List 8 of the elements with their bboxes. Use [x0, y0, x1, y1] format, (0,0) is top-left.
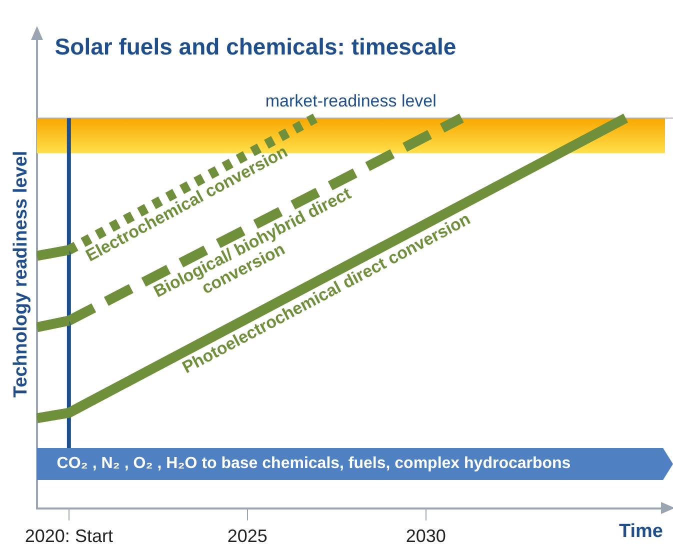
chart-title: Solar fuels and chemicals: timescale	[54, 33, 456, 60]
x-axis-title: Time	[618, 521, 663, 542]
x-tick-label: 2025	[227, 526, 268, 546]
annotation: CO₂ , N₂ , O₂ , H₂O to base chemicals, fuels, complex hydrocarbons	[56, 454, 571, 474]
band-label: market-readiness level	[265, 91, 436, 110]
x-tick-label: 2030	[406, 526, 446, 546]
x-tick-label: 2020: Start	[24, 526, 113, 546]
y-axis-title: Technology readiness level	[10, 150, 32, 398]
